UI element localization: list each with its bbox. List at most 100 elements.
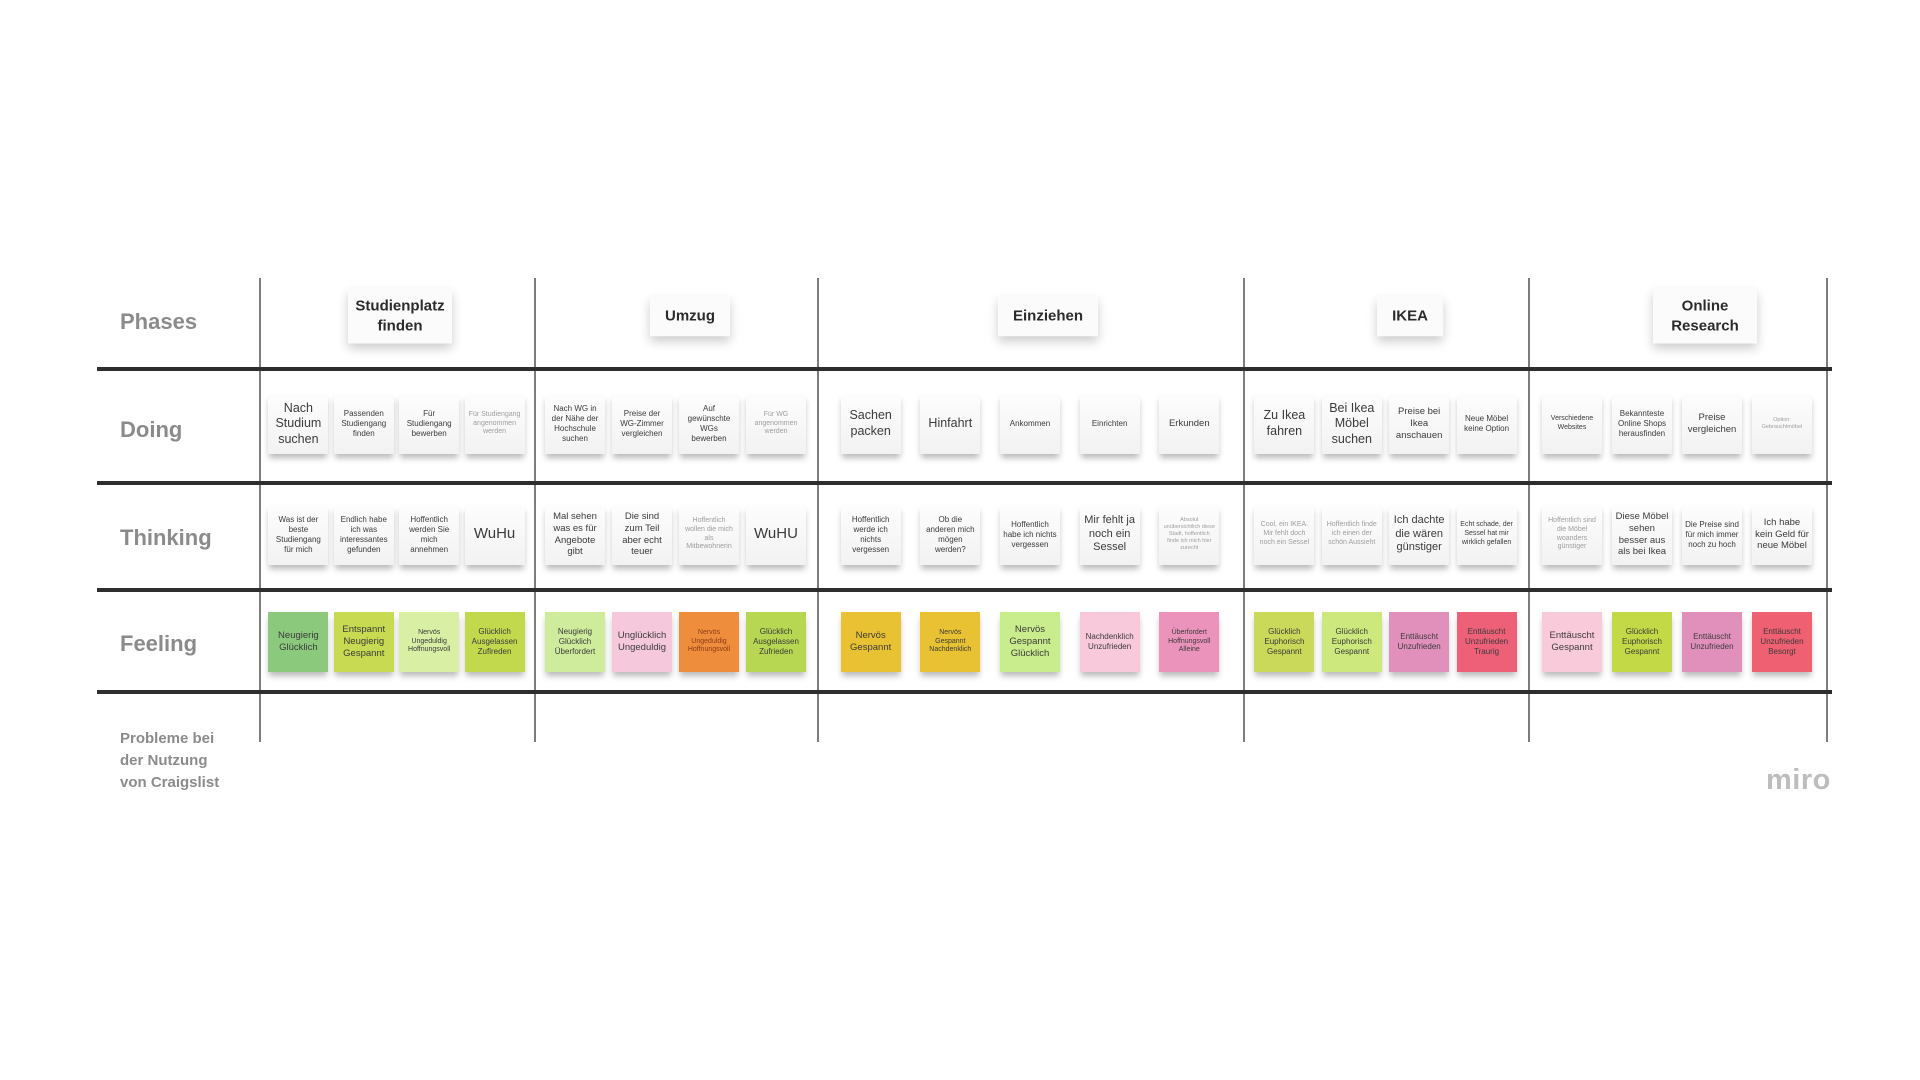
sticky-note[interactable]: Passenden Studiengang finden bbox=[333, 394, 394, 454]
sticky-note[interactable]: Nervös Gespannt Nachdenklich bbox=[920, 612, 981, 672]
sticky-note[interactable]: Nervös Gespannt Glücklich bbox=[999, 612, 1060, 672]
column-divider bbox=[534, 278, 536, 742]
row-divider bbox=[97, 588, 1832, 592]
sticky-note[interactable]: Für WG angenommen werden bbox=[746, 394, 806, 454]
sticky-note[interactable]: Diese Möbel sehen besser aus als bei Ike… bbox=[1612, 504, 1672, 565]
sticky-note[interactable]: Nervös Ungeduldig Hoffnungsvoll bbox=[679, 612, 739, 672]
sticky-note[interactable]: Nach WG in der Nähe der Hochschule suche… bbox=[545, 394, 605, 454]
sticky-note[interactable]: Glücklich Euphorisch Gespannt bbox=[1612, 612, 1672, 672]
sticky-note[interactable]: Preise bei Ikea anschauen bbox=[1389, 394, 1450, 454]
sticky-note[interactable]: Hoffentlich sind die Möbel woanders güns… bbox=[1542, 504, 1602, 565]
sticky-note[interactable]: Überfordert Hoffnungsvoll Alleine bbox=[1159, 612, 1220, 672]
column-divider bbox=[1826, 278, 1828, 742]
sticky-note[interactable]: Nervös Gespannt bbox=[840, 612, 901, 672]
phase-card-umzug[interactable]: Umzug bbox=[650, 296, 730, 336]
sticky-note[interactable]: Sachen packen bbox=[840, 394, 901, 454]
miro-logo[interactable]: miro bbox=[1766, 764, 1831, 796]
sticky-note[interactable]: Ich dachte die wären günstiger bbox=[1389, 504, 1450, 565]
row-label-phases[interactable]: Phases bbox=[120, 309, 198, 334]
sticky-note[interactable]: Preise der WG-Zimmer vergleichen bbox=[612, 394, 672, 454]
sticky-note[interactable]: Entspannt Neugierig Gespannt bbox=[333, 612, 394, 672]
sticky-note[interactable]: Die sind zum Teil aber echt teuer bbox=[612, 504, 672, 565]
cell-doing-online-research: Verschiedene Websites Bekannteste Online… bbox=[1528, 367, 1826, 481]
row-label-probleme-craigslist[interactable]: Probleme bei der Nutzung von Craigslist bbox=[120, 730, 220, 791]
sticky-note[interactable]: Hoffentlich werde ich nichts vergessen bbox=[840, 504, 901, 565]
sticky-note[interactable]: Hoffentlich habe ich nichts vergessen bbox=[999, 504, 1060, 565]
sticky-note[interactable]: Neugierig Glücklich bbox=[268, 612, 329, 672]
row-label-feeling[interactable]: Feeling bbox=[120, 631, 198, 656]
sticky-note[interactable]: Die Preise sind für mich immer noch zu h… bbox=[1682, 504, 1742, 565]
sticky-note[interactable]: Enttäuscht Unzufrieden bbox=[1389, 612, 1450, 672]
sticky-note[interactable]: Auf gewünschte WGs bewerben bbox=[679, 394, 739, 454]
sticky-note[interactable]: Enttäuscht Unzufrieden Traurig bbox=[1456, 612, 1517, 672]
phase-card-studienplatz-finden[interactable]: Studienplatz finden bbox=[348, 288, 452, 344]
cell-doing-ikea: Zu Ikea fahren Bei Ikea Möbel suchen Pre… bbox=[1243, 367, 1528, 481]
sticky-note[interactable]: Hoffentlich werden Sie mich annehmen bbox=[399, 504, 460, 565]
row-label-doing[interactable]: Doing bbox=[120, 417, 183, 442]
phase-card-einziehen[interactable]: Einziehen bbox=[997, 296, 1099, 336]
sticky-note[interactable]: Für Studiengang angenommen werden bbox=[464, 394, 525, 454]
cell-thinking-online-research: Hoffentlich sind die Möbel woanders güns… bbox=[1528, 481, 1826, 588]
cell-thinking-umzug: Mal sehen was es für Angebote gibt Die s… bbox=[534, 481, 817, 588]
sticky-note[interactable]: Erkunden bbox=[1159, 394, 1220, 454]
sticky-note[interactable]: Nachdenklich Unzufrieden bbox=[1079, 612, 1140, 672]
sticky-note[interactable]: Glücklich Euphorisch Gespannt bbox=[1254, 612, 1315, 672]
sticky-note[interactable]: Hinfahrt bbox=[920, 394, 981, 454]
sticky-note[interactable]: Mir fehlt ja noch ein Sessel bbox=[1079, 504, 1140, 565]
cell-thinking-studienplatz-finden: Was ist der beste Studiengang für mich E… bbox=[259, 481, 534, 588]
sticky-note[interactable]: Verschiedene Websites bbox=[1542, 394, 1602, 454]
sticky-note[interactable]: Absolut unübersichtlich diese Stadt, hof… bbox=[1159, 504, 1220, 565]
sticky-note[interactable]: Mal sehen was es für Angebote gibt bbox=[545, 504, 605, 565]
sticky-note[interactable]: Enttäuscht Unzufrieden Besorgt bbox=[1752, 612, 1812, 672]
row-divider bbox=[97, 690, 1832, 694]
sticky-note[interactable]: Bei Ikea Möbel suchen bbox=[1321, 394, 1382, 454]
sticky-note[interactable]: WuHu bbox=[464, 504, 525, 565]
cell-feeling-ikea: Glücklich Euphorisch Gespannt Glücklich … bbox=[1243, 592, 1528, 692]
sticky-note[interactable]: Enttäuscht Unzufrieden bbox=[1682, 612, 1742, 672]
sticky-note[interactable]: Ich habe kein Geld für neue Möbel bbox=[1752, 504, 1812, 565]
cell-thinking-einziehen: Hoffentlich werde ich nichts vergessen O… bbox=[817, 481, 1243, 588]
cell-feeling-studienplatz-finden: Neugierig Glücklich Entspannt Neugierig … bbox=[259, 592, 534, 692]
column-divider bbox=[1243, 278, 1245, 742]
sticky-note[interactable]: Enttäuscht Gespannt bbox=[1542, 612, 1602, 672]
sticky-note[interactable]: Cool, ein IKEA. Mir fehlt doch noch ein … bbox=[1254, 504, 1315, 565]
sticky-note[interactable]: Echt schade, der Sessel hat mir wirklich… bbox=[1456, 504, 1517, 565]
sticky-note[interactable]: Bekannteste Online Shops herausfinden bbox=[1612, 394, 1672, 454]
cell-doing-studienplatz-finden: Nach Studium suchen Passenden Studiengan… bbox=[259, 367, 534, 481]
sticky-note[interactable]: Preise vergleichen bbox=[1682, 394, 1742, 454]
cell-feeling-online-research: Enttäuscht Gespannt Glücklich Euphorisch… bbox=[1528, 592, 1826, 692]
sticky-note[interactable]: Neugierig Glücklich Überfordert bbox=[545, 612, 605, 672]
cell-feeling-einziehen: Nervös Gespannt Nervös Gespannt Nachdenk… bbox=[817, 592, 1243, 692]
cell-feeling-umzug: Neugierig Glücklich Überfordert Unglückl… bbox=[534, 592, 817, 692]
sticky-note[interactable]: Ankommen bbox=[999, 394, 1060, 454]
sticky-note[interactable]: Zu Ikea fahren bbox=[1254, 394, 1315, 454]
sticky-note[interactable]: Ob die anderen mich mögen werden? bbox=[920, 504, 981, 565]
sticky-note[interactable]: Neue Möbel keine Option bbox=[1456, 394, 1517, 454]
phase-card-ikea[interactable]: IKEA bbox=[1377, 296, 1443, 336]
sticky-note[interactable]: Für Studiengang bewerben bbox=[399, 394, 460, 454]
sticky-note[interactable]: Endlich habe ich was interessantes gefun… bbox=[333, 504, 394, 565]
cell-thinking-ikea: Cool, ein IKEA. Mir fehlt doch noch ein … bbox=[1243, 481, 1528, 588]
cell-doing-umzug: Nach WG in der Nähe der Hochschule suche… bbox=[534, 367, 817, 481]
phase-card-online-research[interactable]: Online Research bbox=[1653, 288, 1757, 344]
sticky-note[interactable]: Hoffentlich finde ich einen der schön Au… bbox=[1321, 504, 1382, 565]
sticky-note[interactable]: Nach Studium suchen bbox=[268, 394, 329, 454]
column-divider bbox=[259, 278, 261, 742]
sticky-note[interactable]: Glücklich Ausgelassen Zufireden bbox=[464, 612, 525, 672]
sticky-note[interactable]: Option: Gebrauchtmöbel bbox=[1752, 394, 1812, 454]
sticky-note[interactable]: Glücklich Euphorisch Gespannt bbox=[1321, 612, 1382, 672]
sticky-note[interactable]: Glücklich Ausgelassen Zufrieden bbox=[746, 612, 806, 672]
column-divider bbox=[1528, 278, 1530, 742]
sticky-note[interactable]: Nervös Ungeduldig Hoffnungsvoll bbox=[399, 612, 460, 672]
row-label-thinking[interactable]: Thinking bbox=[120, 525, 212, 550]
sticky-note[interactable]: Hoffentlich wollen die mich als Mitbewoh… bbox=[679, 504, 739, 565]
sticky-note[interactable]: Einrichten bbox=[1079, 394, 1140, 454]
row-divider bbox=[97, 367, 1832, 371]
sticky-note[interactable]: WuHU bbox=[746, 504, 806, 565]
column-divider bbox=[817, 278, 819, 742]
cell-doing-einziehen: Sachen packen Hinfahrt Ankommen Einricht… bbox=[817, 367, 1243, 481]
sticky-note[interactable]: Was ist der beste Studiengang für mich bbox=[268, 504, 329, 565]
sticky-note[interactable]: Unglücklich Ungeduldig bbox=[612, 612, 672, 672]
row-divider bbox=[97, 481, 1832, 485]
